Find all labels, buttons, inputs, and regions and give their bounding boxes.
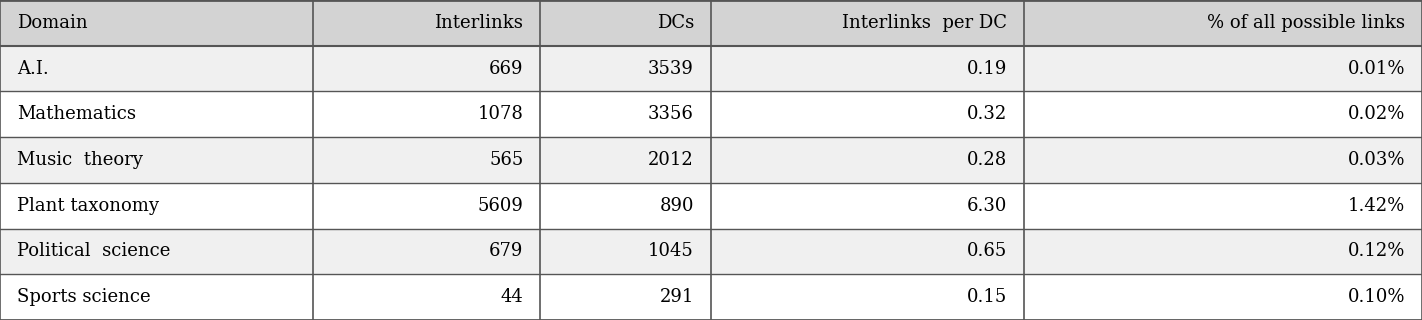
Text: 6.30: 6.30 — [967, 197, 1007, 215]
Text: 0.15: 0.15 — [967, 288, 1007, 306]
Text: 0.32: 0.32 — [967, 105, 1007, 123]
Text: 0.01%: 0.01% — [1348, 60, 1405, 77]
Text: 1.42%: 1.42% — [1348, 197, 1405, 215]
Text: 0.03%: 0.03% — [1348, 151, 1405, 169]
Text: Plant taxonomy: Plant taxonomy — [17, 197, 159, 215]
Text: Sports science: Sports science — [17, 288, 151, 306]
Text: Mathematics: Mathematics — [17, 105, 137, 123]
Bar — [0, 46, 1422, 92]
Text: 0.12%: 0.12% — [1348, 243, 1405, 260]
Text: 5609: 5609 — [478, 197, 523, 215]
Text: 669: 669 — [489, 60, 523, 77]
Text: Interlinks  per DC: Interlinks per DC — [842, 14, 1007, 32]
Bar — [0, 137, 1422, 183]
Text: 291: 291 — [660, 288, 694, 306]
Text: Political  science: Political science — [17, 243, 171, 260]
Text: 3356: 3356 — [648, 105, 694, 123]
Bar — [0, 92, 1422, 137]
Text: 0.02%: 0.02% — [1348, 105, 1405, 123]
Text: 0.19: 0.19 — [967, 60, 1007, 77]
Text: 1045: 1045 — [648, 243, 694, 260]
Text: % of all possible links: % of all possible links — [1207, 14, 1405, 32]
Text: 1078: 1078 — [478, 105, 523, 123]
Text: 890: 890 — [660, 197, 694, 215]
Text: A.I.: A.I. — [17, 60, 48, 77]
Text: 565: 565 — [489, 151, 523, 169]
Text: Domain: Domain — [17, 14, 88, 32]
Bar — [0, 183, 1422, 228]
Bar — [0, 0, 1422, 46]
Text: 0.10%: 0.10% — [1348, 288, 1405, 306]
Text: 44: 44 — [501, 288, 523, 306]
Bar — [0, 274, 1422, 320]
Text: Music  theory: Music theory — [17, 151, 144, 169]
Bar — [0, 228, 1422, 274]
Text: 0.65: 0.65 — [967, 243, 1007, 260]
Text: 679: 679 — [489, 243, 523, 260]
Text: 3539: 3539 — [648, 60, 694, 77]
Text: Interlinks: Interlinks — [434, 14, 523, 32]
Text: 2012: 2012 — [648, 151, 694, 169]
Text: DCs: DCs — [657, 14, 694, 32]
Text: 0.28: 0.28 — [967, 151, 1007, 169]
